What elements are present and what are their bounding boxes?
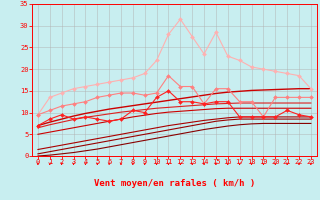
X-axis label: Vent moyen/en rafales ( km/h ): Vent moyen/en rafales ( km/h ): [94, 179, 255, 188]
